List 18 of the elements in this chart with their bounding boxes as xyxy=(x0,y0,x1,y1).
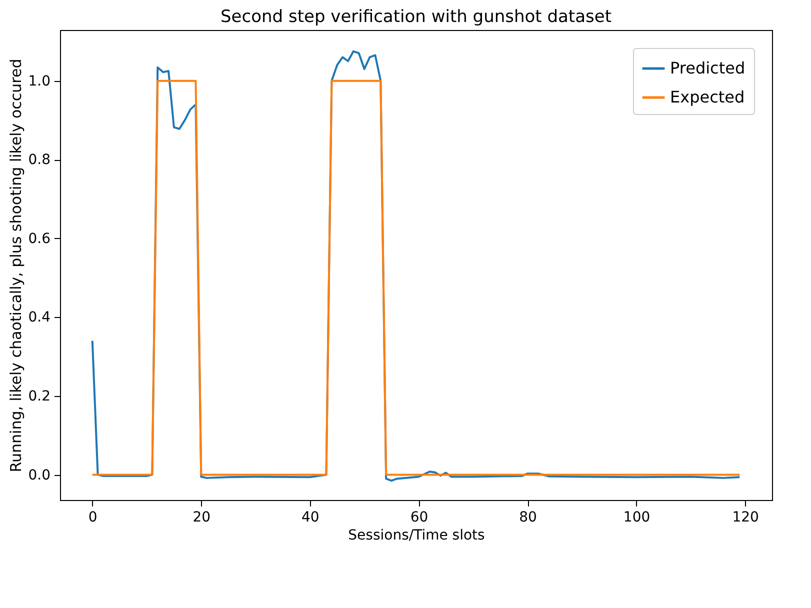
x-tick-label: 0 xyxy=(88,510,98,526)
y-tick-label: 0.8 xyxy=(28,152,50,168)
x-tick-label: 100 xyxy=(623,510,650,526)
legend-label: Expected xyxy=(670,88,745,106)
x-tick-label: 60 xyxy=(410,510,428,526)
x-tick-label: 40 xyxy=(302,510,320,526)
x-tick-label: 20 xyxy=(192,510,211,526)
y-axis-title: Running, likely chaotically, plus shooting likely occured xyxy=(7,58,26,472)
chart-title: Second step verification with gunshot dataset xyxy=(220,7,612,27)
y-tick-label: 0.6 xyxy=(28,230,51,247)
y-tick-label: 0.0 xyxy=(28,467,50,484)
x-tick-label: 80 xyxy=(519,510,537,526)
x-axis-title: Sessions/Time slots xyxy=(348,528,485,544)
y-tick-label: 1.0 xyxy=(28,73,50,90)
y-tick-label: 0.4 xyxy=(28,310,51,326)
x-tick-label: 120 xyxy=(732,510,759,526)
y-tick-label: 0.2 xyxy=(28,388,50,404)
legend-label: Predicted xyxy=(670,58,746,78)
